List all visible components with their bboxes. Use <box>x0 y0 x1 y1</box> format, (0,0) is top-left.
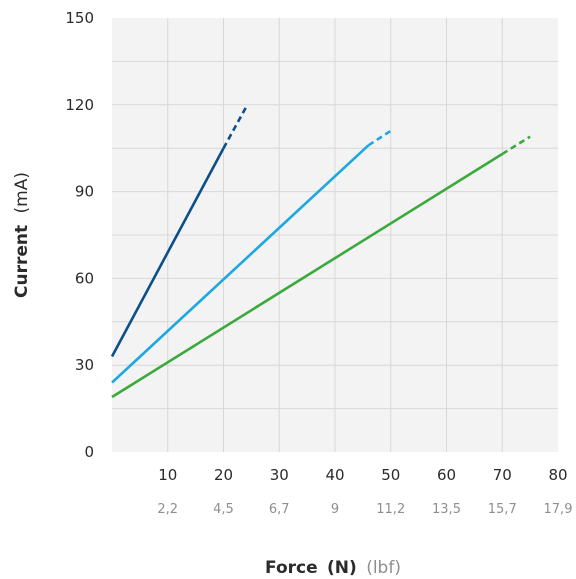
y-tick-label: 30 <box>75 356 94 374</box>
series-3-line-dashed <box>501 135 531 156</box>
series-2-line-solid <box>111 144 370 384</box>
series-3-line-solid <box>111 152 503 399</box>
x-secondary-tick-label: 15,7 <box>488 502 517 517</box>
series-1-line-dashed <box>222 107 247 149</box>
x-tick-labels: 10 20 30 40 50 60 70 80 <box>158 466 567 484</box>
y-tick-labels: 0 30 60 90 120 150 <box>65 9 94 461</box>
x-secondary-tick-label: 2,2 <box>157 502 178 517</box>
y-axis-title-main: Current <box>12 225 32 298</box>
y-axis-title: Current (mA) <box>12 172 32 298</box>
y-tick-label: 90 <box>75 183 94 201</box>
x-tick-label: 40 <box>325 466 344 484</box>
x-secondary-tick-label: 13,5 <box>432 502 461 517</box>
y-tick-label: 0 <box>84 443 94 461</box>
y-tick-label: 120 <box>65 96 94 114</box>
series-1-line-solid <box>110 147 225 358</box>
x-axis-title-unit-secondary: (lbf) <box>366 558 401 578</box>
x-tick-label: 30 <box>270 466 289 484</box>
series-2-line-dashed <box>367 129 392 147</box>
x-tick-label: 20 <box>214 466 233 484</box>
x-axis-title-unit-primary: (N) <box>327 558 357 578</box>
grid-lines <box>112 18 558 452</box>
x-tick-label: 50 <box>381 466 400 484</box>
series-lines <box>110 107 531 399</box>
x-tick-label: 80 <box>548 466 567 484</box>
x-axis-title: Force (N) (lbf) <box>265 558 401 578</box>
x-tick-label: 10 <box>158 466 177 484</box>
x-secondary-tick-label: 9 <box>331 502 339 517</box>
x-secondary-tick-labels: 2,2 4,5 6,7 9 11,2 13,5 15,7 17,9 <box>157 502 572 517</box>
x-tick-label: 60 <box>437 466 456 484</box>
x-secondary-tick-label: 11,2 <box>376 502 405 517</box>
x-secondary-tick-label: 4,5 <box>213 502 234 517</box>
x-axis-title-main: Force <box>265 558 318 578</box>
x-tick-label: 70 <box>493 466 512 484</box>
y-tick-label: 150 <box>65 9 94 27</box>
y-axis-title-unit: (mA) <box>12 172 32 213</box>
y-tick-label: 60 <box>75 269 94 287</box>
x-secondary-tick-label: 6,7 <box>269 502 290 517</box>
x-secondary-tick-label: 17,9 <box>544 502 573 517</box>
